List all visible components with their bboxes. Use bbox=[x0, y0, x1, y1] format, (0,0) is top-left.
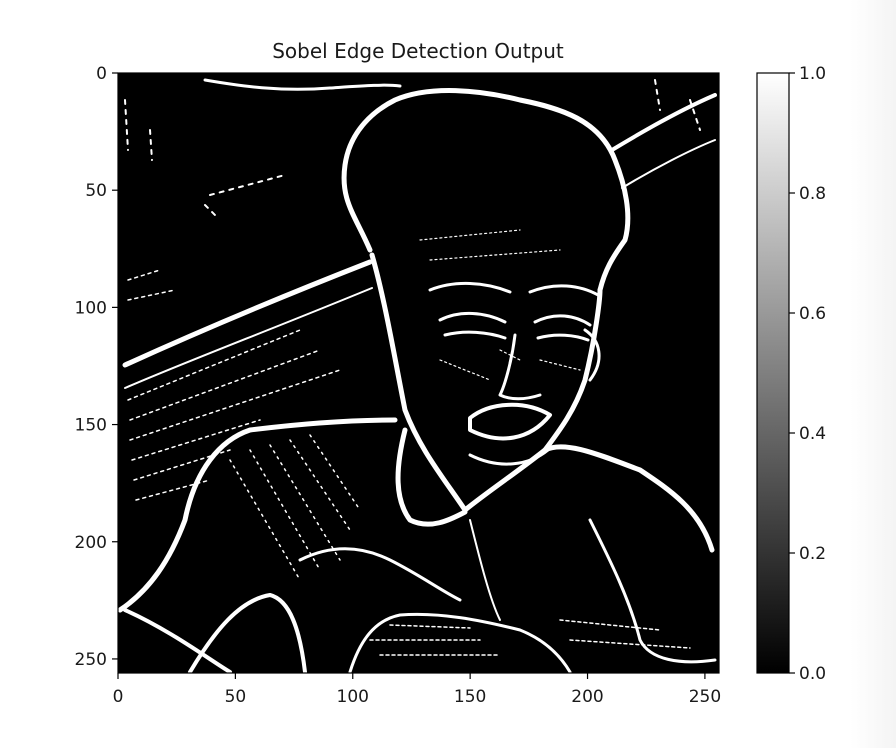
colorbar-tick-label: 0.2 bbox=[799, 544, 826, 564]
colorbar-tick-label: 0.4 bbox=[799, 424, 826, 444]
x-tick-label: 0 bbox=[113, 687, 124, 707]
y-axis: 0 50 100 150 200 250 bbox=[75, 64, 118, 670]
right-edge-fade bbox=[850, 0, 896, 748]
colorbar-axis: 0.0 0.2 0.4 0.6 0.8 1.0 bbox=[789, 64, 826, 684]
colorbar-tick-label: 1.0 bbox=[799, 64, 826, 84]
x-axis: 0 50 100 150 200 250 bbox=[113, 673, 722, 707]
y-tick-label: 200 bbox=[75, 533, 107, 553]
y-tick-label: 100 bbox=[75, 298, 107, 318]
x-tick-label: 50 bbox=[225, 687, 247, 707]
chart-title: Sobel Edge Detection Output bbox=[272, 39, 564, 63]
colorbar-tick-label: 0.6 bbox=[799, 304, 826, 324]
x-tick-label: 100 bbox=[337, 687, 369, 707]
y-tick-label: 50 bbox=[85, 181, 107, 201]
x-tick-label: 250 bbox=[689, 687, 721, 707]
colorbar-tick-label: 0.8 bbox=[799, 184, 826, 204]
colorbar bbox=[757, 73, 789, 673]
y-tick-label: 250 bbox=[75, 650, 107, 670]
colorbar-tick-label: 0.0 bbox=[799, 664, 826, 684]
y-tick-label: 0 bbox=[96, 64, 107, 84]
y-tick-label: 150 bbox=[75, 416, 107, 436]
plot-area bbox=[118, 73, 719, 673]
x-tick-label: 150 bbox=[454, 687, 486, 707]
x-tick-label: 200 bbox=[571, 687, 603, 707]
